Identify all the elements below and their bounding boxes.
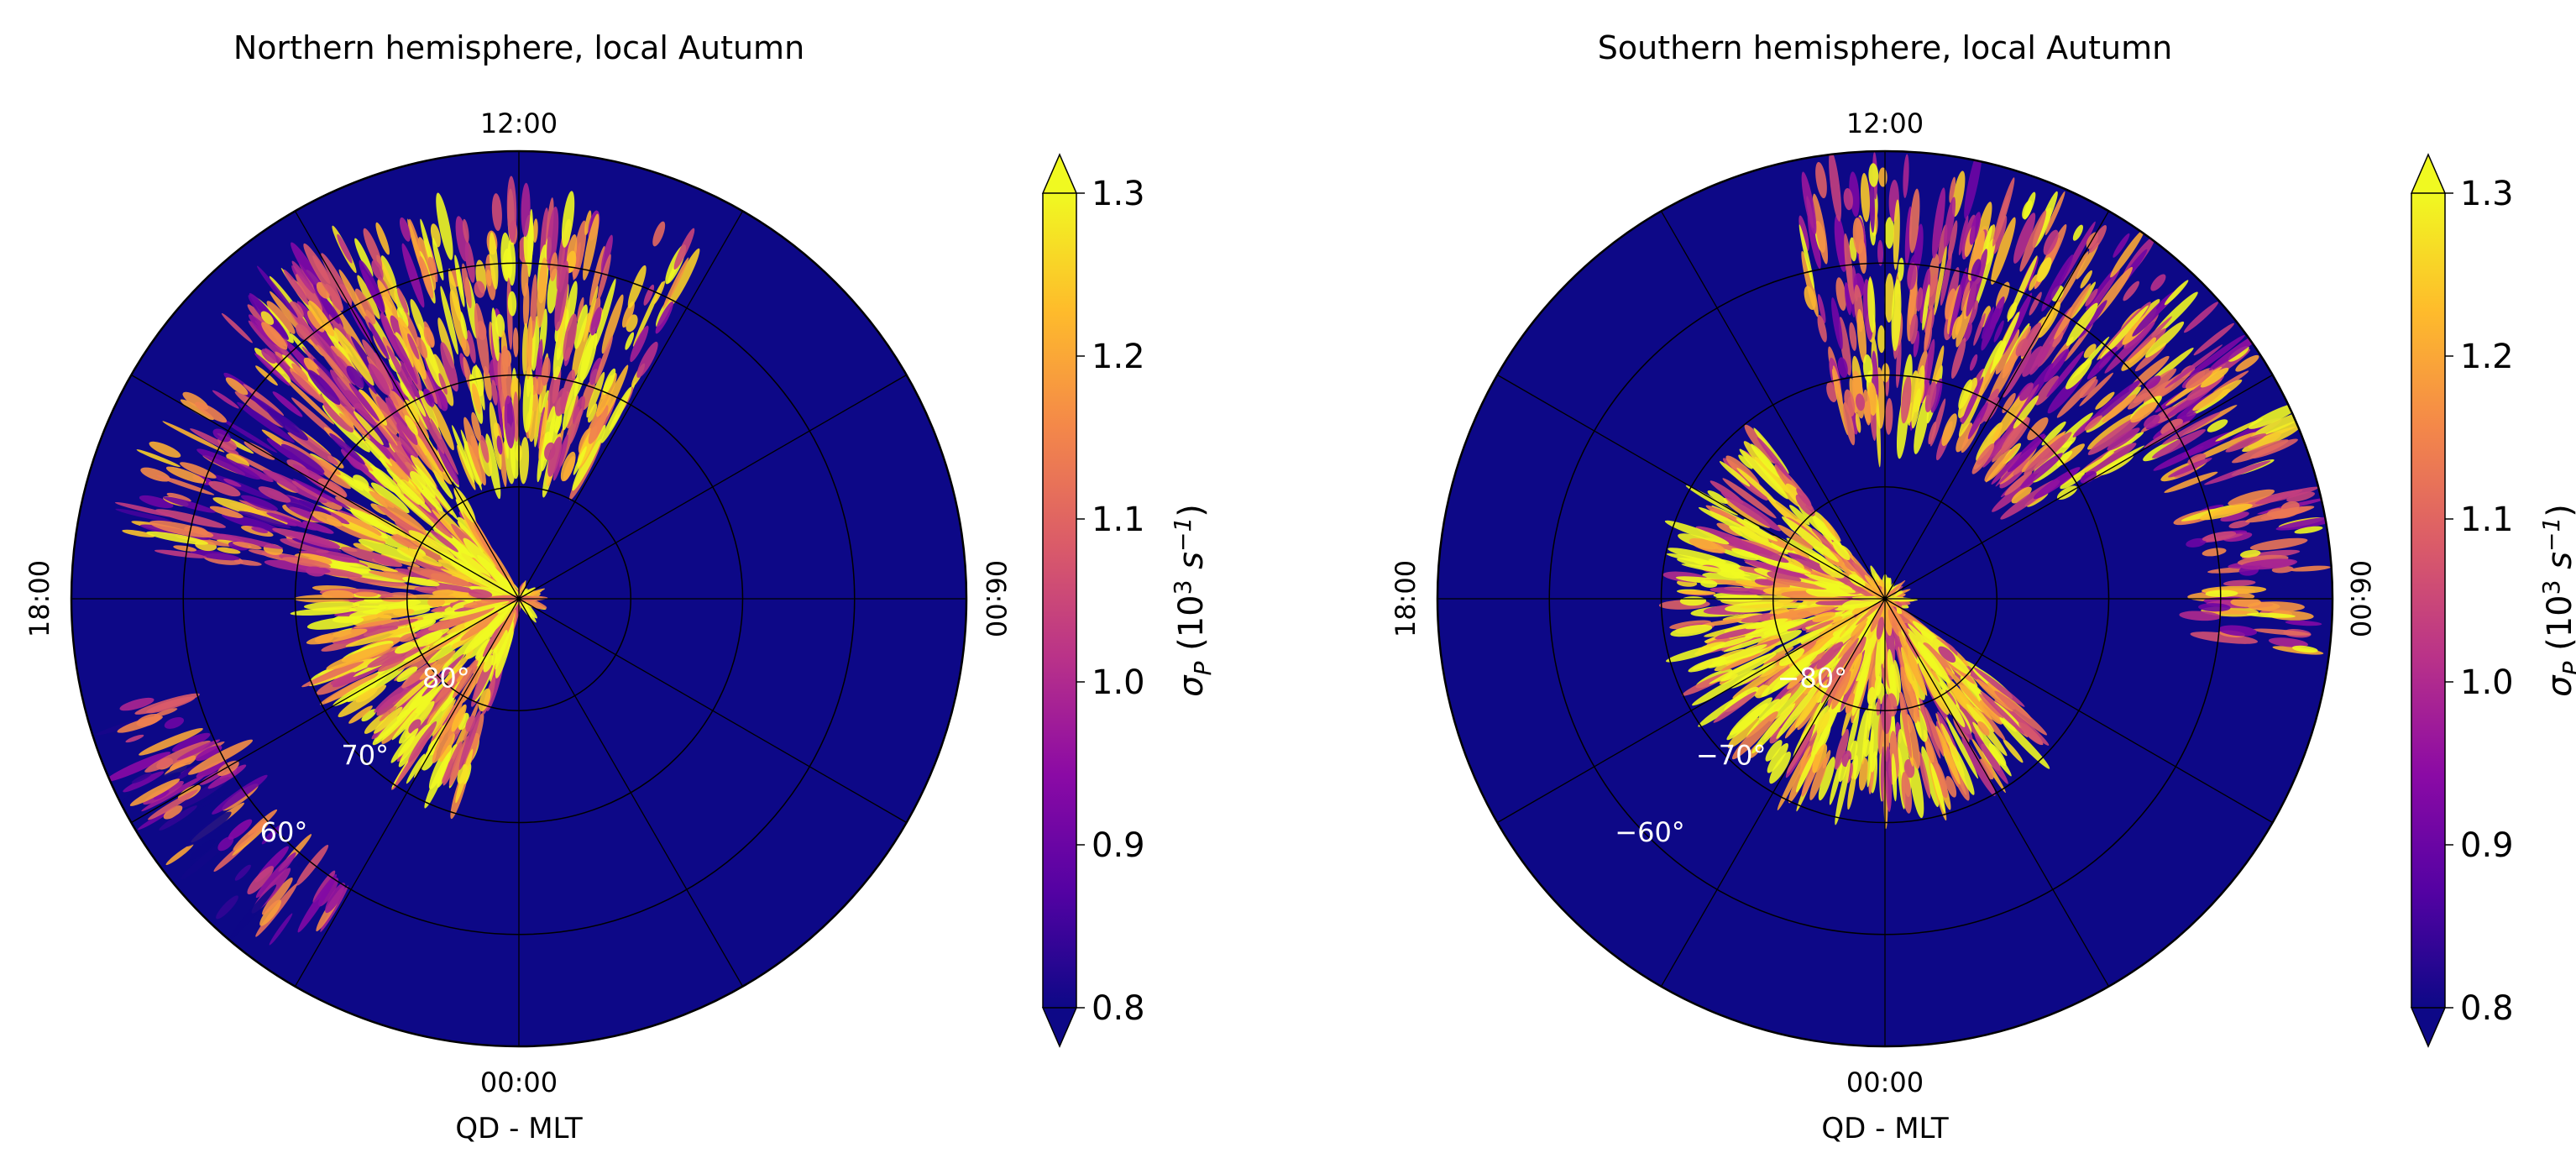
colorbar-label: σP (103 s−1) <box>1169 504 1217 697</box>
north-colorbar: 1.3 1.2 1.1 1.0 0.9 0.8 σP (103 s−1) <box>1041 153 1217 1048</box>
colorbar-tick-label: 1.2 <box>1092 338 1145 376</box>
mlt-spoke <box>1884 598 2110 987</box>
south-polar-plot: −60° −70° −80° <box>1436 149 2334 1048</box>
south-mlt-tick-06: 06:00 <box>2344 560 2376 637</box>
south-colorbar: 1.3 1.2 1.1 1.0 0.9 0.8 σP (103 s−1) <box>2410 153 2576 1048</box>
colorbar-extend-min <box>1041 1007 1078 1048</box>
south-panel: Southern hemisphere, local Autumn −60° −7… <box>1390 29 2576 1145</box>
mlt-spoke <box>1497 374 1886 600</box>
mlt-spoke <box>294 598 520 987</box>
north-polar-plot: 60° 70° 80° <box>70 149 968 1048</box>
north-chart-title: Northern hemisphere, local Autumn <box>233 29 804 66</box>
colorbar-gradient <box>1043 193 1076 1008</box>
mlt-spoke <box>1660 598 1886 987</box>
colorbar-tick-label: 0.9 <box>2460 826 2514 865</box>
north-mlt-tick-12: 12:00 <box>480 107 558 139</box>
latitude-label: 80° <box>422 663 470 694</box>
colorbar-tick-label: 0.8 <box>1092 989 1145 1028</box>
south-x-axis-label: QD - MLT <box>1821 1112 1948 1145</box>
colorbar-label: σP (103 s−1) <box>2537 504 2576 697</box>
mlt-spoke <box>1660 211 1886 600</box>
colorbar-tick-label: 1.2 <box>2460 338 2514 376</box>
colorbar-extend-min <box>2410 1007 2447 1048</box>
colorbar-extend-max <box>1041 153 1078 194</box>
mlt-spoke <box>518 598 907 824</box>
colorbar-tick-label: 1.0 <box>2460 663 2514 702</box>
region-nightside-spots <box>96 693 348 946</box>
colorbar-tick-label: 0.8 <box>2460 989 2514 1028</box>
polar-frame <box>1436 149 2334 1048</box>
north-mlt-tick-18: 18:00 <box>24 560 55 637</box>
mlt-spoke <box>1497 598 1886 824</box>
polar-grid <box>1437 151 2333 1046</box>
colorbar-tick-label: 1.0 <box>1092 663 1145 702</box>
colorbar-frame <box>1042 193 1077 1008</box>
colorbar-extend-max <box>2410 153 2447 194</box>
south-mlt-tick-18: 18:00 <box>1390 560 1422 637</box>
region-dusk-oval <box>114 242 437 577</box>
colorbar-frame <box>2411 193 2446 1008</box>
polar-grid <box>71 151 966 1046</box>
mlt-spoke <box>518 211 744 600</box>
mlt-spoke <box>518 374 907 600</box>
colorbar-tick-label: 1.1 <box>2460 501 2514 539</box>
north-mlt-tick-00: 00:00 <box>480 1067 558 1098</box>
mlt-spoke <box>1884 598 2273 824</box>
colorbar-tick-label: 0.9 <box>1092 826 1145 865</box>
latitude-label: 70° <box>341 739 389 771</box>
region-dayside-band <box>1798 151 2251 520</box>
mlt-spoke <box>1884 374 2273 600</box>
colorbar-tick-label: 1.3 <box>2460 175 2514 213</box>
colorbar-tick-label: 1.1 <box>1092 501 1145 539</box>
south-chart-title: Southern hemisphere, local Autumn <box>1598 29 2172 66</box>
mlt-spoke <box>518 598 744 987</box>
north-panel: Northern hemisphere, local Autumn 60° 70°… <box>24 29 1217 1145</box>
south-mlt-tick-00: 00:00 <box>1846 1067 1924 1098</box>
mlt-spoke <box>1884 211 2110 600</box>
latitude-label: 60° <box>260 816 308 848</box>
latitude-label: −80° <box>1778 663 1848 694</box>
region-dawn-band <box>2130 327 2333 655</box>
latitude-label: −60° <box>1615 816 1685 848</box>
polar-frame <box>70 149 968 1048</box>
latitude-label: −70° <box>1696 739 1767 771</box>
conductance-field <box>1658 151 2333 830</box>
north-x-axis-label: QD - MLT <box>455 1112 582 1145</box>
colorbar-gradient <box>2411 193 2445 1008</box>
mlt-spoke <box>131 598 520 824</box>
north-mlt-tick-06: 06:00 <box>980 560 1012 637</box>
mlt-spoke <box>131 374 520 600</box>
south-mlt-tick-12: 12:00 <box>1846 107 1924 139</box>
colorbar-tick-label: 1.3 <box>1092 175 1145 213</box>
region-polar-cap <box>1658 424 2050 830</box>
mlt-spoke <box>294 211 520 600</box>
